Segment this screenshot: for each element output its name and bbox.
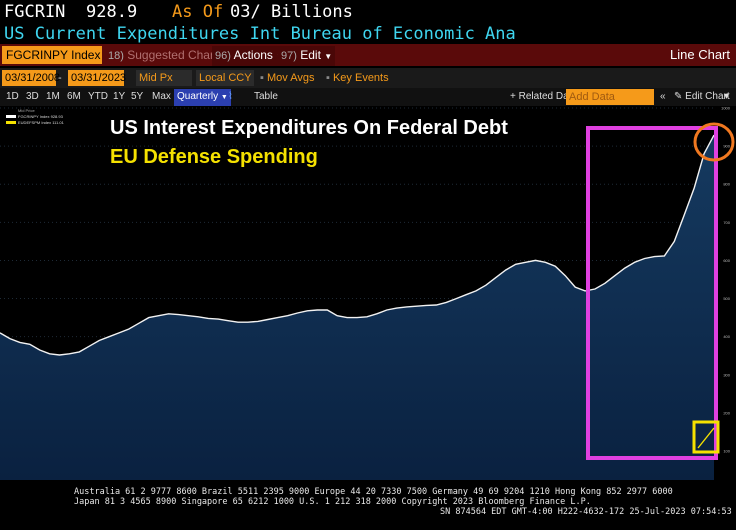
security-field[interactable]: FGCRINPY Index [2,46,102,64]
y-axis: 100 200 300 400 500 600 700 800 900 1000 [721,106,731,454]
period-1m[interactable]: 1M [46,91,60,102]
y-tick-label: 200 [723,410,730,415]
period-max[interactable]: Max [152,91,171,102]
y-tick-label: 100 [723,449,730,454]
frequency-select[interactable]: Quarterly ▼ [174,89,231,106]
pencil-icon: ✎ [674,91,683,102]
start-date-input[interactable]: 03/31/2008 [2,70,60,86]
interest-line [0,134,715,356]
collapse-icon[interactable]: « [660,91,666,102]
description-line: US Current Expenditures Int Bureau of Ec… [0,24,736,44]
y-tick-label: 1000 [721,106,731,111]
security-description: US Current Expenditures Int Bureau of Ec… [4,24,516,44]
footer: Australia 61 2 9777 8600 Brazil 5511 239… [0,484,736,530]
table-button[interactable]: Table [254,91,278,102]
interest-area [0,135,714,480]
period-3d[interactable]: 3D [26,91,39,102]
period-1d[interactable]: 1D [6,91,19,102]
currency-select[interactable]: Local CCY [196,70,254,86]
date-unit: 03/ Billions [230,2,353,22]
period-1y[interactable]: 1Y [113,91,126,102]
legend-entry-2: EUDEFSPM Index 111.01 [18,120,65,125]
chart-type-label: Line Chart [670,47,730,62]
actions-menu[interactable]: 96) Actions ▼ [212,46,288,66]
y-tick-label: 600 [723,258,730,263]
period-5y[interactable]: 5Y [131,91,144,102]
period-selector: 1D 3D 1M 6M YTD 1Y 5Y Max Quarterly ▼ ⌇ … [0,88,736,106]
highlight-box [586,126,718,460]
y-tick-label: 700 [723,220,730,225]
as-of-label: As Of [172,2,224,22]
y-tick-label: 400 [723,334,730,339]
key-events-toggle[interactable]: ▪ Key Events [326,72,389,84]
chevron-down-icon[interactable]: ▾ [724,91,730,102]
edit-menu[interactable]: 97) Edit ▼ [278,46,336,66]
last-value: 928.9 [86,2,138,22]
suggested-charts-button[interactable]: 18) Suggested Charts [108,48,224,62]
period-6m[interactable]: 6M [67,91,81,102]
legend-entry-1: FGCRINPY Index 928.93 [18,114,64,119]
chart-title: US Interest Expenditures On Federal Debt [110,117,508,139]
eu-defense-box [692,420,720,454]
highlight-circle [693,122,735,162]
footer-contacts-line1: Australia 61 2 9777 8600 Brazil 5511 239… [74,487,673,497]
related-data-button[interactable]: + Related Dat [510,91,572,102]
checkbox-icon: ▪ [260,72,264,84]
security-header: FGCRIN 928.9 As Of 03/ Billions [0,0,736,24]
add-data-input[interactable]: Add Data [566,89,654,105]
checkbox-icon: ▪ [326,72,330,84]
chevron-down-icon: ▼ [324,52,333,61]
date-dash: - [58,72,62,84]
price-field-select[interactable]: Mid Px [136,70,192,86]
legend: Mid Price FGCRINPY Index 928.93 EUDEFSPM… [6,108,65,125]
footer-contacts-line2: Japan 81 3 4565 8900 Singapore 65 6212 1… [74,497,591,507]
period-ytd[interactable]: YTD [88,91,108,102]
end-date-input[interactable]: 03/31/2023 [68,70,126,86]
edit-chart-button[interactable]: ✎ Edit Chart [674,91,730,102]
y-tick-label: 300 [723,372,730,377]
plus-icon: + [510,91,516,102]
legend-swatch [6,115,16,118]
y-tick-label: 800 [723,182,730,187]
date-controls: 03/31/2008 - 03/31/2023 Mid Px Local CCY… [0,68,736,88]
legend-header: Mid Price [18,108,35,113]
chart-style-icon[interactable]: ⌇ [228,91,233,102]
footer-session-line: SN 874564 EDT GMT-4:00 H222-4632-172 25-… [440,507,732,517]
function-toolbar: FGCRINPY Index 18) Suggested Charts 96) … [0,44,736,66]
chevron-down-icon: ▼ [220,94,228,101]
legend-swatch [6,121,16,124]
chart-subtitle: EU Defense Spending [110,146,318,168]
y-tick-label: 900 [723,144,730,149]
eu-defense-line [697,427,715,449]
ticker: FGCRIN [4,2,66,22]
mov-avgs-toggle[interactable]: ▪ Mov Avgs [260,72,315,84]
y-tick-label: 500 [723,296,730,301]
